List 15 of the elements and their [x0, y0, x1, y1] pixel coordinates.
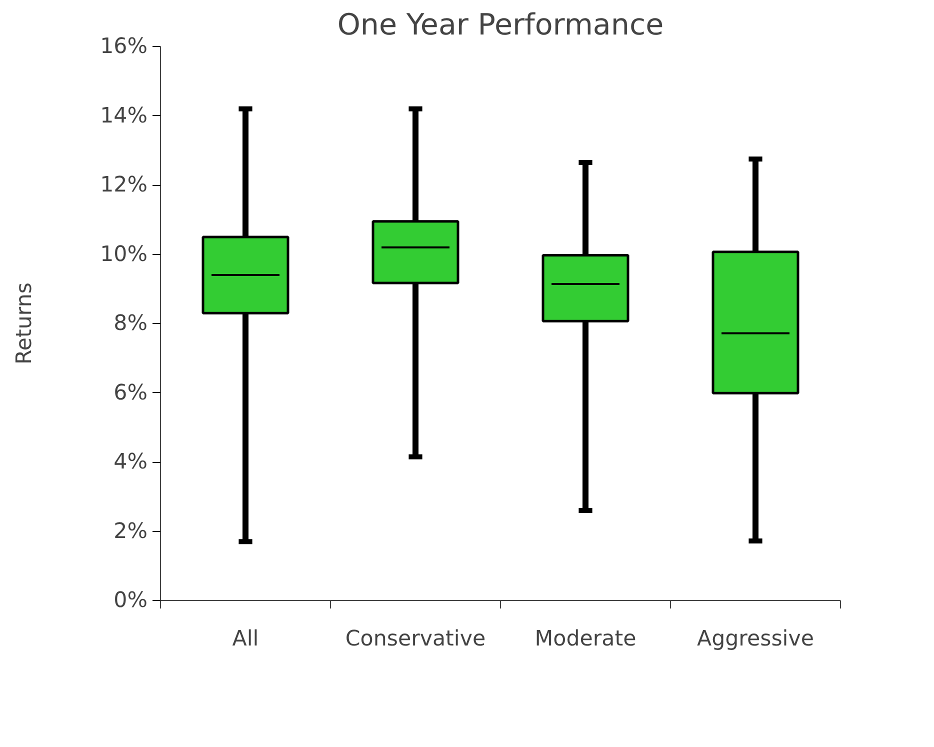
y-tick-label: 16% [100, 34, 148, 59]
x-tick-label: Aggressive [697, 626, 814, 652]
x-tick-label: Moderate [534, 626, 636, 652]
y-tick-label: 12% [100, 172, 148, 198]
y-tick-label: 4% [114, 450, 148, 474]
y-tick-label: 14% [100, 103, 148, 128]
chart-title: One Year Performance [337, 8, 664, 42]
x-tick-label: All [232, 626, 259, 652]
x-tick-label: Conservative [345, 626, 486, 652]
y-tick-label: 10% [100, 242, 148, 267]
y-tick-label: 6% [114, 380, 148, 406]
y-tick-label: 0% [114, 588, 148, 613]
y-tick-label: 2% [114, 518, 148, 544]
y-tick-label: 8% [114, 311, 148, 336]
y-axis-title: Returns [12, 282, 38, 364]
